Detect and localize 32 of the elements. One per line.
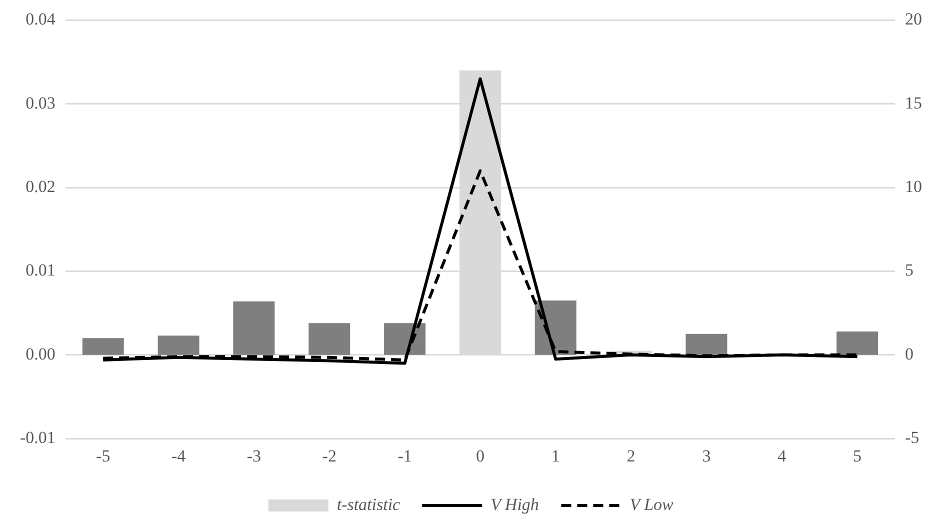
bar <box>836 331 878 355</box>
y2-tick-label: -5 <box>905 428 920 448</box>
y-tick-label: 0.00 <box>26 344 56 364</box>
legend-label: V Low <box>630 494 674 514</box>
x-tick-label: 4 <box>778 446 787 466</box>
y2-tick-label: 5 <box>905 260 914 280</box>
bar <box>82 338 124 355</box>
bar <box>233 301 275 355</box>
x-tick-label: 0 <box>476 446 484 466</box>
y-tick-label: 0.02 <box>26 177 56 196</box>
x-tick-label: -2 <box>322 446 336 466</box>
x-tick-label: -3 <box>246 446 262 466</box>
x-tick-label: 3 <box>702 446 711 466</box>
x-tick-label: -5 <box>96 446 110 466</box>
x-tick-label: -4 <box>171 446 186 466</box>
y2-tick-label: 15 <box>905 93 922 112</box>
x-tick-label: 5 <box>853 446 862 466</box>
y-tick-label: 0.03 <box>26 93 56 112</box>
y2-tick-label: 10 <box>905 177 922 196</box>
y2-tick-label: 0 <box>905 344 914 364</box>
y2-tick-label: 20 <box>905 10 922 29</box>
bar <box>308 323 350 355</box>
bar <box>158 336 200 355</box>
x-tick-label: -1 <box>398 446 412 466</box>
y-tick-label: 0.04 <box>26 10 56 29</box>
legend-label: V High <box>490 494 539 514</box>
legend-label: t-statistic <box>336 494 401 514</box>
x-tick-label: 2 <box>626 446 636 466</box>
y-tick-label: -0.01 <box>20 428 56 448</box>
y-tick-label: 0.01 <box>26 260 56 280</box>
x-tick-label: 1 <box>551 446 560 466</box>
bar <box>686 334 728 355</box>
